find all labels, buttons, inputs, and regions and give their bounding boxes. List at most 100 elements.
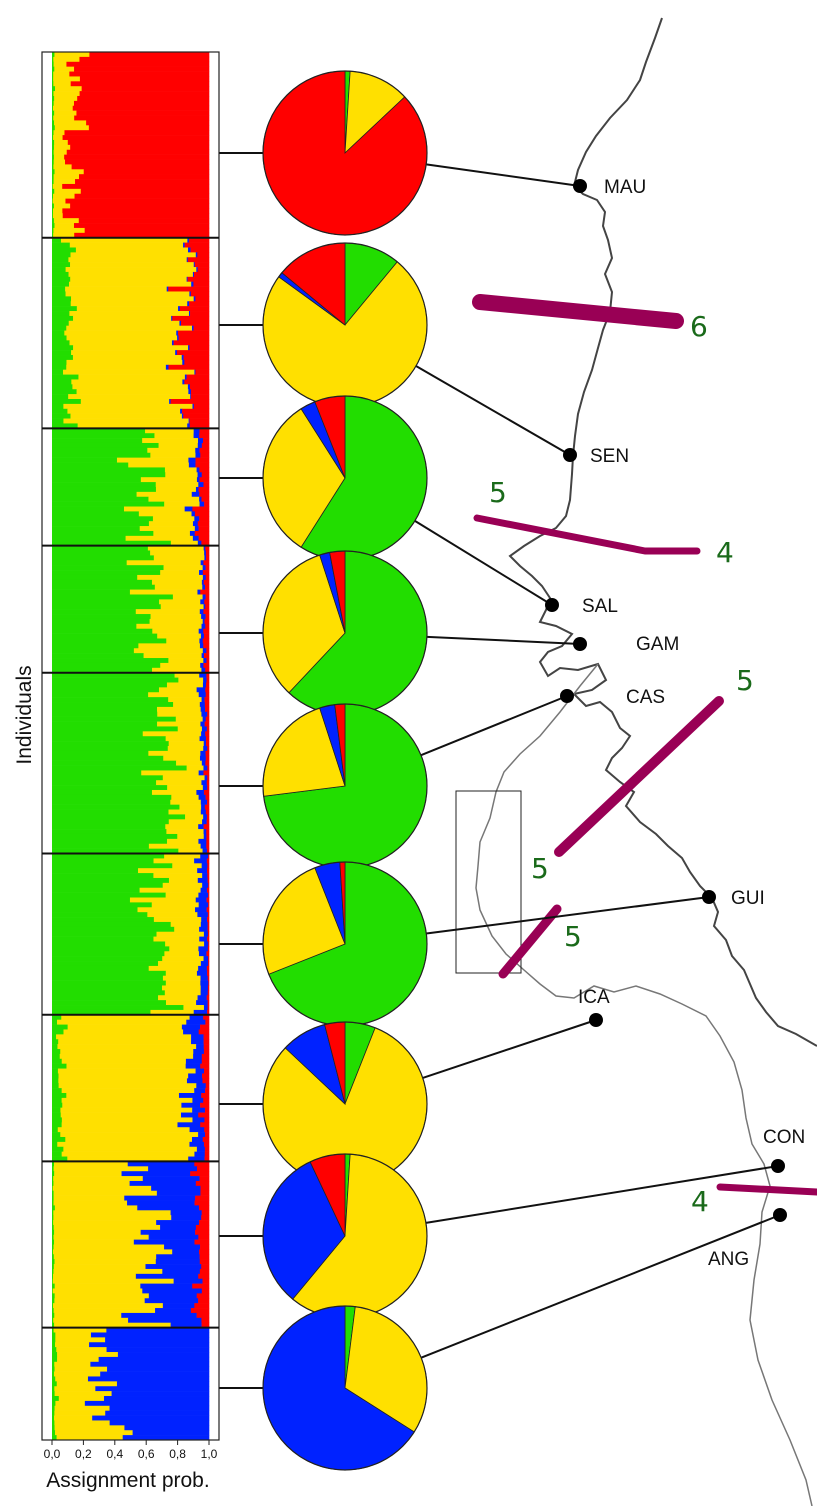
bar-segment-gui-green (52, 868, 139, 874)
bar-segment-ang-blue (106, 1347, 210, 1353)
bar-segment-gui-green (52, 936, 154, 942)
bar-segment-cas-blue (201, 731, 206, 737)
bar-segment-sal-green (52, 428, 146, 434)
y-axis-title: Individuals (13, 665, 36, 764)
bar-segment-con-yellow (53, 1268, 163, 1275)
bar-segment-mau-green (52, 213, 54, 219)
bar-segment-cas-blue (202, 785, 208, 791)
bar-segment-cas-yellow (177, 726, 203, 732)
bar-segment-gui-green (52, 965, 150, 972)
site-marker (573, 637, 587, 651)
bar-segment-con-yellow (53, 1161, 129, 1167)
bar-segment-cas-green (52, 838, 168, 845)
bar-segment-cas-yellow (168, 741, 205, 747)
bar-segment-gui-yellow (162, 882, 203, 889)
bar-segment-ica-red (202, 1136, 210, 1143)
bar-segment-gam-blue (198, 628, 204, 634)
bar-segment-sen-yellow (69, 340, 173, 346)
bar-segment-ang-yellow (55, 1332, 92, 1338)
bar-segment-gui-red (207, 863, 210, 869)
bar-segment-cas-yellow (168, 809, 202, 815)
bar-segment-ica-green (52, 1107, 61, 1113)
bar-segment-gam-yellow (136, 623, 202, 630)
bar-segment-cas-red (206, 814, 210, 820)
bar-segment-con-yellow (53, 1224, 161, 1231)
bar-segment-ang-blue (124, 1425, 210, 1431)
bar-segment-con-yellow (52, 1288, 143, 1294)
bar-segment-ica-yellow (58, 1039, 192, 1045)
bar-segment-gui-green (52, 941, 166, 947)
bar-segment-gam-green (52, 550, 151, 556)
bar-segment-cas-green (52, 716, 177, 722)
bar-segment-ica-blue (196, 1044, 204, 1050)
bar-segment-sal-yellow (136, 491, 193, 498)
bar-segment-con-red (201, 1264, 210, 1270)
bar-segment-mau-green (52, 105, 54, 111)
bar-segment-sen-blue (180, 408, 183, 414)
bar-segment-gam-green (52, 658, 169, 664)
bar-segment-ica-green (52, 1039, 59, 1045)
bar-segment-ang-yellow (55, 1430, 133, 1436)
bar-segment-ica-red (204, 1156, 210, 1162)
bar-segment-sen-yellow (73, 315, 172, 322)
bar-segment-sal-blue (192, 521, 199, 527)
bar-segment-gui-yellow (147, 912, 198, 918)
bar-segment-con-yellow (53, 1273, 137, 1280)
bar-segment-sal-blue (194, 516, 200, 522)
pie-to-site-line (414, 520, 553, 606)
site-marker (560, 689, 574, 703)
bar-segment-ica-blue (189, 1014, 204, 1020)
bar-segment-cas-green (52, 726, 179, 732)
x-tick-label: 0,4 (106, 1447, 123, 1461)
bar-segment-cas-yellow (167, 746, 204, 752)
bar-segment-mau-green (52, 227, 54, 234)
bar-segment-sen-red (184, 359, 210, 366)
bar-segment-gui-red (207, 990, 210, 996)
bar-segment-sen-yellow (66, 325, 193, 331)
site-label: GAM (636, 634, 679, 655)
bar-segment-ang-yellow (54, 1415, 93, 1421)
bar-segment-cas-blue (201, 760, 206, 766)
bar-segment-ica-green (52, 1117, 63, 1123)
bar-segment-mau-green (52, 100, 54, 107)
bar-segment-mau-yellow (53, 227, 85, 234)
bar-segment-ang-blue (90, 1361, 210, 1367)
bar-segment-sal-blue (199, 496, 202, 502)
bar-segment-mau-green (52, 183, 54, 190)
bar-segment-ica-green (52, 1083, 59, 1089)
bar-segment-sen-blue (187, 237, 190, 243)
bar-segment-sen-red (184, 242, 210, 248)
bar-segment-sen-yellow (70, 262, 195, 268)
bar-segment-mau-green (52, 86, 56, 92)
bar-segment-ang-green (52, 1327, 54, 1333)
bar-segment-gui-yellow (169, 946, 199, 952)
bar-segment-sen-yellow (66, 335, 178, 341)
bar-segment-cas-yellow (148, 750, 201, 757)
bar-segment-ica-yellow (67, 1024, 183, 1030)
bar-segment-sen-blue (187, 384, 191, 390)
bar-segment-mau-yellow (53, 71, 70, 77)
bar-segment-con-blue (162, 1268, 201, 1275)
bar-segment-sal-blue (193, 428, 200, 434)
bar-segment-sen-red (189, 301, 210, 307)
bar-segment-con-green (52, 1293, 55, 1299)
bar-segment-sal-red (197, 521, 210, 527)
bar-segment-cas-green (52, 809, 169, 815)
bar-segment-ang-yellow (53, 1371, 101, 1377)
bar-segment-sal-yellow (152, 516, 195, 522)
bar-segment-sen-blue (189, 291, 192, 297)
bar-segment-sen-red (168, 364, 210, 370)
bar-segment-con-green (52, 1220, 54, 1226)
bar-segment-sen-blue (187, 301, 190, 307)
bar-segment-sal-yellow (155, 482, 199, 488)
site-marker (702, 890, 716, 904)
bar-segment-sen-yellow (69, 242, 184, 248)
bar-segment-sen-red (188, 237, 210, 243)
bar-segment-gam-yellow (143, 653, 202, 659)
bar-segment-mau-green (52, 179, 54, 185)
bar-segment-gui-red (207, 946, 210, 952)
bar-segment-gui-blue (199, 926, 208, 933)
bar-segment-mau-yellow (54, 110, 77, 116)
bar-segment-ica-blue (191, 1039, 204, 1045)
bar-segment-ica-blue (193, 1049, 205, 1055)
